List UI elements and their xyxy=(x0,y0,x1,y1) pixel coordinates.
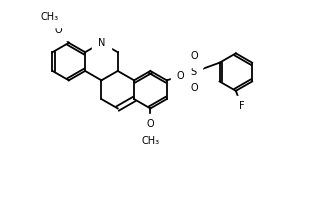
Text: O: O xyxy=(190,51,198,61)
Text: O: O xyxy=(190,83,198,93)
Text: CH₃: CH₃ xyxy=(41,11,59,22)
Text: CH₃: CH₃ xyxy=(141,136,160,146)
Text: F: F xyxy=(239,101,244,111)
Text: O: O xyxy=(176,71,184,81)
Text: O: O xyxy=(147,119,154,129)
Text: N: N xyxy=(98,38,105,48)
Text: O: O xyxy=(55,25,62,35)
Text: S: S xyxy=(191,67,197,77)
